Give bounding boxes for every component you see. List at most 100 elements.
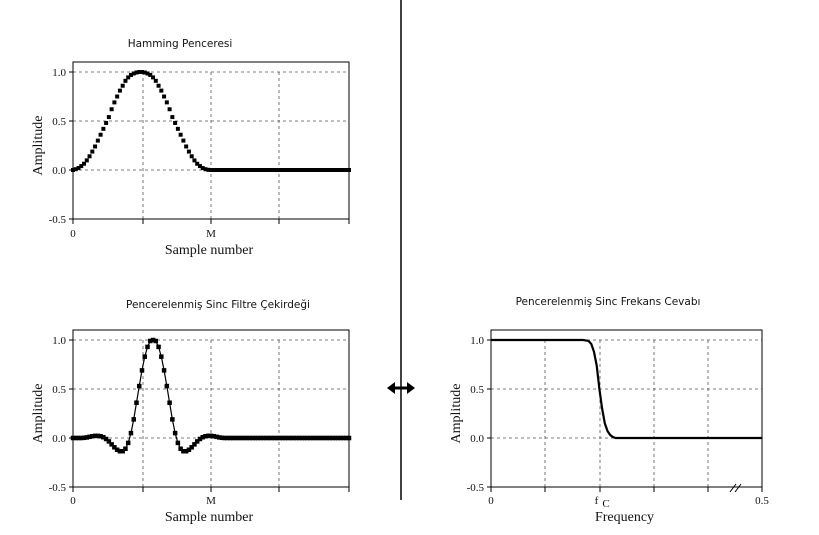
data-point	[258, 168, 263, 172]
data-point	[302, 168, 307, 172]
data-point	[291, 168, 296, 172]
data-point	[120, 448, 125, 454]
data-point	[214, 434, 219, 440]
data-point	[115, 94, 120, 99]
data-point	[211, 168, 216, 172]
data-point	[341, 168, 346, 172]
data-point	[98, 433, 103, 439]
data-point	[123, 78, 128, 83]
axis-break-mark	[729, 483, 737, 493]
data-point	[87, 154, 92, 159]
data-point	[70, 435, 76, 441]
series-line	[491, 338, 762, 440]
data-point	[330, 435, 335, 441]
data-point	[81, 435, 87, 441]
data-point	[93, 144, 98, 149]
plot-frame	[72, 329, 350, 488]
data-point	[299, 435, 305, 441]
data-point	[136, 383, 142, 389]
data-point	[95, 138, 100, 143]
data-point	[341, 435, 346, 441]
data-point	[103, 436, 109, 442]
data-point	[316, 168, 321, 172]
data-point	[327, 168, 332, 172]
y-tick-label: 0.5	[52, 116, 66, 128]
data-point	[109, 107, 114, 112]
data-point	[322, 168, 327, 172]
data-point	[117, 88, 122, 93]
y-axis-label: Amplitude	[449, 384, 464, 444]
data-point	[297, 168, 302, 172]
data-point	[145, 344, 150, 350]
data-point	[209, 168, 213, 172]
data-point	[181, 448, 186, 454]
data-point	[170, 115, 175, 120]
data-point	[95, 433, 101, 439]
data-point	[73, 167, 78, 172]
data-point	[236, 435, 241, 441]
data-point	[117, 448, 123, 454]
data-point	[73, 435, 79, 441]
data-point	[161, 368, 167, 373]
data-point	[128, 430, 134, 436]
data-point	[98, 132, 103, 137]
y-tick-label: -0.5	[49, 214, 67, 226]
data-point	[184, 144, 189, 149]
data-point	[316, 435, 321, 441]
data-point	[162, 94, 167, 99]
data-point	[140, 70, 144, 74]
data-point	[153, 338, 159, 344]
data-point	[112, 445, 117, 450]
data-point	[335, 435, 341, 441]
data-point	[269, 168, 274, 172]
data-point	[175, 440, 181, 446]
data-point	[200, 166, 205, 171]
data-point	[344, 168, 349, 172]
data-point	[272, 168, 277, 172]
data-point	[173, 120, 178, 125]
data-point	[192, 158, 197, 163]
data-point	[346, 435, 352, 441]
data-point	[302, 435, 308, 441]
data-point	[205, 433, 211, 439]
data-point	[286, 435, 291, 441]
data-point	[264, 168, 269, 172]
data-point	[90, 433, 95, 439]
data-point	[164, 383, 170, 389]
data-point	[219, 435, 225, 441]
data-point	[106, 439, 112, 444]
data-point	[321, 435, 327, 441]
data-point	[145, 71, 150, 76]
data-point	[313, 168, 318, 172]
data-point	[297, 435, 302, 441]
data-point	[178, 132, 183, 137]
data-point	[233, 168, 238, 172]
data-point	[206, 167, 211, 172]
data-point	[244, 435, 250, 441]
data-point	[222, 168, 227, 172]
data-point	[186, 447, 192, 453]
data-point	[148, 338, 153, 344]
data-point	[208, 433, 214, 439]
data-point	[150, 337, 156, 343]
data-point	[106, 115, 111, 120]
data-point	[263, 435, 269, 441]
chart-kernel: Pencerelenmiş Sinc Filtre Çekirdeği 1.0 0.…	[31, 299, 352, 525]
data-point	[280, 168, 285, 172]
data-point	[261, 168, 266, 172]
data-point	[203, 167, 208, 172]
data-point	[167, 400, 172, 405]
x-axis-label: Frequency	[595, 510, 654, 525]
data-point	[181, 138, 186, 143]
x-tick-label: 0.5	[755, 495, 769, 507]
data-point	[134, 400, 139, 405]
data-point	[310, 435, 316, 441]
data-point	[90, 149, 95, 154]
data-point	[195, 161, 200, 166]
data-point	[151, 75, 156, 80]
data-point	[167, 107, 172, 112]
data-point	[247, 435, 252, 441]
data-point	[82, 161, 87, 166]
data-point	[217, 168, 222, 172]
data-point	[192, 442, 197, 447]
